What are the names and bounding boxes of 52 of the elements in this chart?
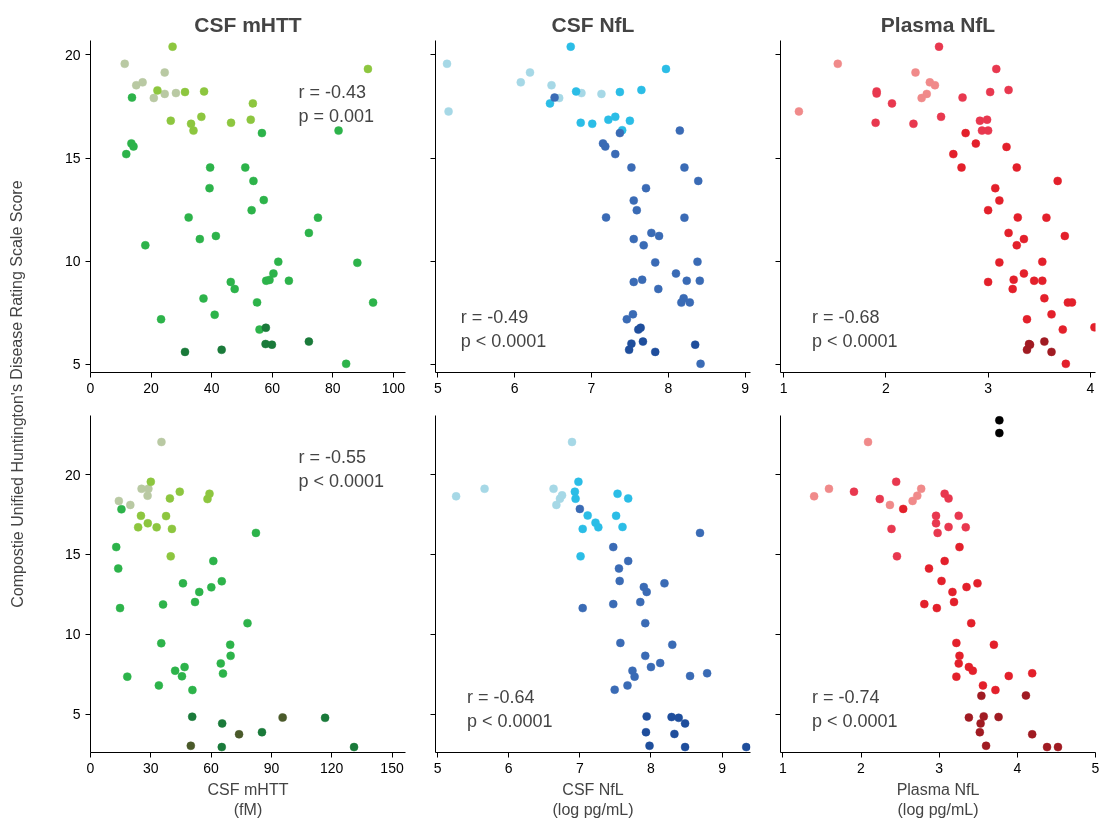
y-tick-label: 10 <box>64 253 81 270</box>
annotation: r = -0.68 p < 0.0001 <box>812 307 898 352</box>
x-tick-label: 120 <box>320 759 344 776</box>
x-tick-label: 60 <box>203 759 220 776</box>
x-tick-label: 9 <box>741 379 750 396</box>
x-tick-label: 9 <box>718 759 727 776</box>
y-tick-label: 20 <box>64 46 81 63</box>
x-axis-title: Plasma NfL (log pg/mL) <box>896 780 980 818</box>
x-tick-label: 8 <box>664 379 673 396</box>
x-tick-label: 8 <box>647 759 656 776</box>
x-tick-label: 4 <box>1086 379 1095 396</box>
annotation: r = -0.74 p < 0.0001 <box>812 686 898 731</box>
x-axis-title: CSF NfL (log pg/mL) <box>552 780 634 818</box>
x-tick-label: 80 <box>325 379 341 396</box>
y-tick-label: 20 <box>64 466 81 483</box>
x-tick-label: 30 <box>143 759 159 776</box>
chart-title: Plasma NfL <box>880 12 996 36</box>
x-tick-label: 6 <box>510 379 519 396</box>
y-tick-label: 5 <box>72 356 81 373</box>
y-tick-label: 10 <box>64 626 81 643</box>
x-tick-label: 5 <box>1091 759 1100 776</box>
y-tick-label: 5 <box>72 706 81 723</box>
x-tick-label: 150 <box>380 759 404 776</box>
x-tick-label: 40 <box>203 379 220 396</box>
x-tick-label: 3 <box>935 759 944 776</box>
annotation: r = -0.43 p = 0.001 <box>298 81 374 126</box>
y-tick-label: 15 <box>64 150 81 167</box>
x-tick-label: 60 <box>264 379 281 396</box>
x-tick-label: 1 <box>779 379 788 396</box>
x-tick-label: 5 <box>433 379 442 396</box>
x-tick-label: 0 <box>86 379 95 396</box>
x-tick-label: 7 <box>587 379 596 396</box>
chart-title: CSF NfL <box>551 12 635 36</box>
x-tick-label: 1 <box>778 759 787 776</box>
x-tick-label: 4 <box>1013 759 1022 776</box>
x-tick-label: 100 <box>381 379 406 396</box>
y-tick-label: 15 <box>64 546 81 563</box>
x-tick-label: 2 <box>881 379 890 396</box>
x-tick-label: 20 <box>143 379 160 396</box>
annotation: r = -0.49 p < 0.0001 <box>460 307 547 352</box>
x-tick-label: 5 <box>433 759 442 776</box>
annotation: r = -0.64 p < 0.0001 <box>467 686 553 731</box>
x-axis-title: CSF mHTT (fM) <box>207 780 289 818</box>
x-tick-label: 6 <box>504 759 513 776</box>
chart-title: CSF mHTT <box>194 12 302 36</box>
annotation: r = -0.55 p < 0.0001 <box>298 447 384 492</box>
x-tick-label: 90 <box>263 759 280 776</box>
x-tick-label: 2 <box>857 759 866 776</box>
y-axis-title: Compostie Unified Huntington's Disease Rating Scale Score <box>8 180 26 608</box>
x-tick-label: 0 <box>86 759 95 776</box>
x-tick-label: 3 <box>984 379 993 396</box>
x-tick-label: 7 <box>575 759 584 776</box>
